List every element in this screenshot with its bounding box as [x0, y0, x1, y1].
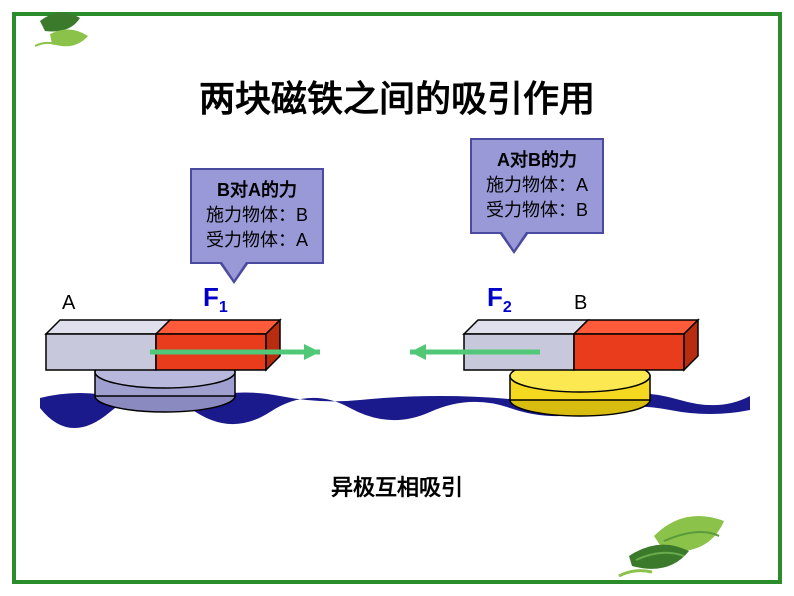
- callout-left-header: B对A的力: [206, 178, 308, 203]
- magnet-diagram: [40, 310, 750, 430]
- callout-right-line2: 受力物体：B: [486, 198, 588, 223]
- slide-title: 两块磁铁之间的吸引作用: [0, 70, 794, 122]
- callout-right-line1: 施力物体：A: [486, 173, 588, 198]
- callout-right-header: A对B的力: [486, 148, 588, 173]
- callout-left: B对A的力 施力物体：B 受力物体：A: [190, 168, 324, 264]
- leaf-decoration-top: [30, 6, 100, 56]
- callout-right: A对B的力 施力物体：A 受力物体：B: [470, 138, 604, 234]
- callout-left-line1: 施力物体：B: [206, 203, 308, 228]
- callout-left-line2: 受力物体：A: [206, 228, 308, 253]
- leaf-decoration-bottom: [614, 486, 754, 586]
